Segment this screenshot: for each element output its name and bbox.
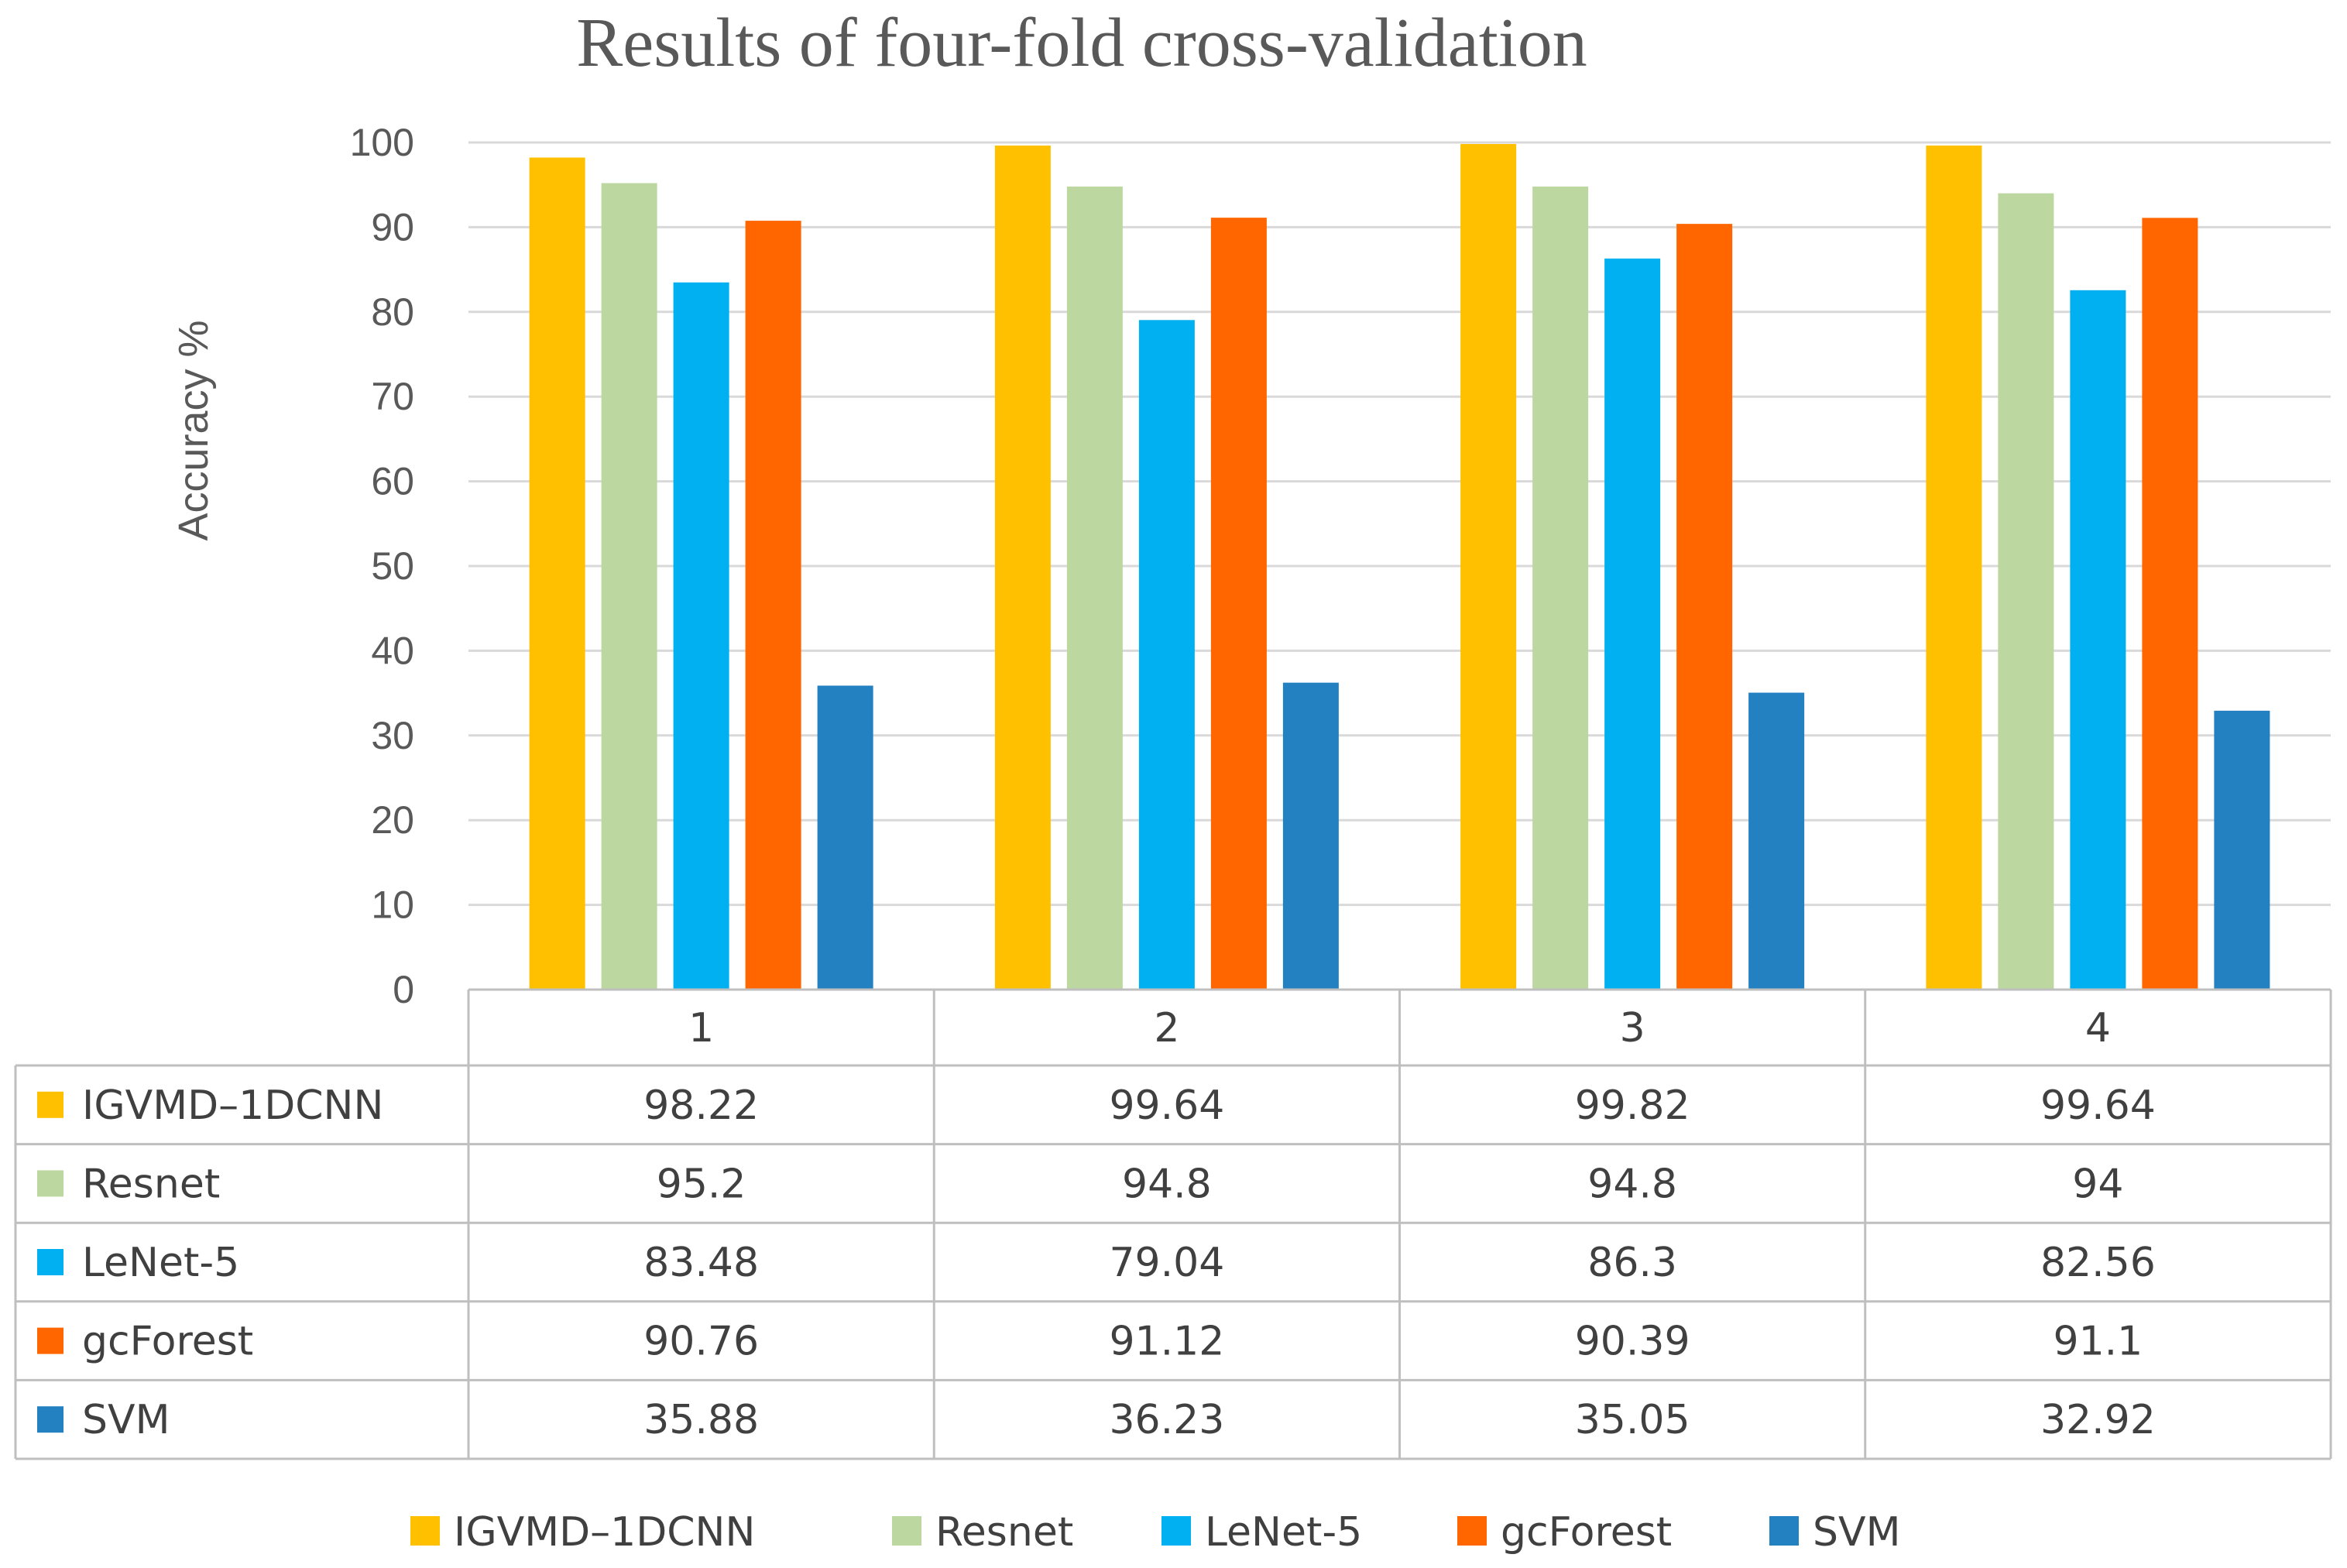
legend-label: LeNet-5: [1205, 1509, 1362, 1556]
table-legend-key: [37, 1406, 63, 1433]
bar-gcforest-3: [1676, 224, 1733, 990]
y-tick-label: 90: [371, 205, 414, 249]
table-cell-value: 99.82: [1575, 1083, 1690, 1129]
table-series-label: SVM: [82, 1397, 170, 1443]
table-legend-key: [37, 1249, 63, 1275]
legend: IGVMD–1DCNN Resnet LeNet-5 gcForest SVM: [410, 1509, 1900, 1556]
legend-key: [1457, 1516, 1487, 1546]
bar-resnet-1: [601, 183, 657, 990]
table-cell-value: 91.12: [1109, 1319, 1224, 1365]
table-cell-value: 32.92: [2040, 1397, 2156, 1443]
bar-svm-2: [1282, 682, 1339, 990]
bar-lenet-5-4: [2070, 290, 2126, 990]
table-cell-value: 99.64: [2040, 1083, 2156, 1129]
y-axis-title: Accuracy %: [170, 320, 217, 540]
table-cell-value: 95.2: [657, 1161, 746, 1207]
table-cell-value: 99.64: [1109, 1083, 1224, 1129]
y-tick-label: 70: [371, 375, 414, 418]
bar-gcforest-4: [2142, 218, 2198, 990]
bar-svm-4: [2214, 710, 2270, 990]
bars: [529, 143, 2270, 990]
bar-igvmd-1dcnn-2: [994, 145, 1051, 990]
table-cell-value: 94.8: [1122, 1161, 1212, 1207]
table-cell-value: 83.48: [643, 1240, 759, 1286]
table-cell-value: 90.76: [643, 1319, 759, 1365]
table-cell-value: 36.23: [1109, 1397, 1224, 1443]
table-legend-key: [37, 1091, 63, 1118]
y-tick-label: 80: [371, 290, 414, 334]
y-tick-label: 50: [371, 544, 414, 588]
table-cell-value: 94: [2072, 1161, 2123, 1207]
legend-key: [1769, 1516, 1799, 1546]
table-cell-value: 35.88: [643, 1397, 759, 1443]
bar-lenet-5-2: [1138, 320, 1195, 990]
table-cell-value: 79.04: [1109, 1240, 1224, 1286]
table-cell-value: 35.05: [1575, 1397, 1690, 1443]
y-tick-label: 60: [371, 460, 414, 503]
table-legend-key: [37, 1170, 63, 1197]
y-axis-ticks: 0 10 20 30 40 50 60 70 80 90 100: [350, 121, 414, 1011]
x-tick-label: 2: [1154, 1005, 1179, 1052]
table-cell-value: 90.39: [1575, 1319, 1690, 1365]
bar-svm-1: [817, 685, 873, 990]
x-tick-label: 3: [1620, 1005, 1645, 1052]
bar-resnet-3: [1532, 186, 1589, 990]
legend-key: [1161, 1516, 1191, 1546]
chart-title: Results of four-fold cross-validation: [576, 5, 1587, 81]
table-series-label: gcForest: [82, 1319, 253, 1365]
y-tick-label: 20: [371, 798, 414, 842]
table-cell-value: 94.8: [1587, 1161, 1677, 1207]
legend-key: [410, 1516, 440, 1546]
bar-gcforest-1: [745, 221, 801, 990]
table-series-label: LeNet-5: [82, 1240, 239, 1286]
table-series-label: Resnet: [82, 1161, 220, 1207]
y-tick-label: 100: [350, 121, 414, 164]
y-tick-label: 0: [393, 968, 414, 1011]
bar-lenet-5-3: [1604, 258, 1661, 990]
bar-resnet-4: [1998, 193, 2054, 990]
bar-igvmd-1dcnn-3: [1460, 143, 1517, 990]
x-tick-label: 4: [2085, 1005, 2111, 1052]
bar-igvmd-1dcnn-1: [529, 157, 585, 990]
x-tick-label: 1: [688, 1005, 714, 1052]
bar-lenet-5-1: [673, 282, 729, 990]
legend-key: [892, 1516, 921, 1546]
bar-svm-3: [1748, 692, 1805, 990]
table-cell-value: 91.1: [2053, 1319, 2143, 1365]
table-cell-value: 82.56: [2040, 1240, 2156, 1286]
bar-resnet-2: [1066, 186, 1123, 990]
data-table: 1 2 3 4 IGVMD–1DCNN 98.22 99.64 99.82 99.64 Resne…: [14, 988, 2332, 1460]
legend-label: SVM: [1813, 1509, 1900, 1556]
bar-gcforest-2: [1210, 218, 1267, 990]
table-legend-key: [37, 1327, 63, 1354]
table-series-label: IGVMD–1DCNN: [82, 1083, 383, 1129]
legend-label: IGVMD–1DCNN: [454, 1509, 755, 1556]
legend-label: gcForest: [1501, 1509, 1672, 1556]
y-tick-label: 10: [371, 884, 414, 927]
y-tick-label: 30: [371, 714, 414, 757]
table-cell-value: 86.3: [1587, 1240, 1677, 1286]
table-cell-value: 98.22: [643, 1083, 759, 1129]
y-tick-label: 40: [371, 629, 414, 672]
bar-igvmd-1dcnn-4: [1926, 145, 1982, 990]
legend-label: Resnet: [935, 1509, 1073, 1556]
